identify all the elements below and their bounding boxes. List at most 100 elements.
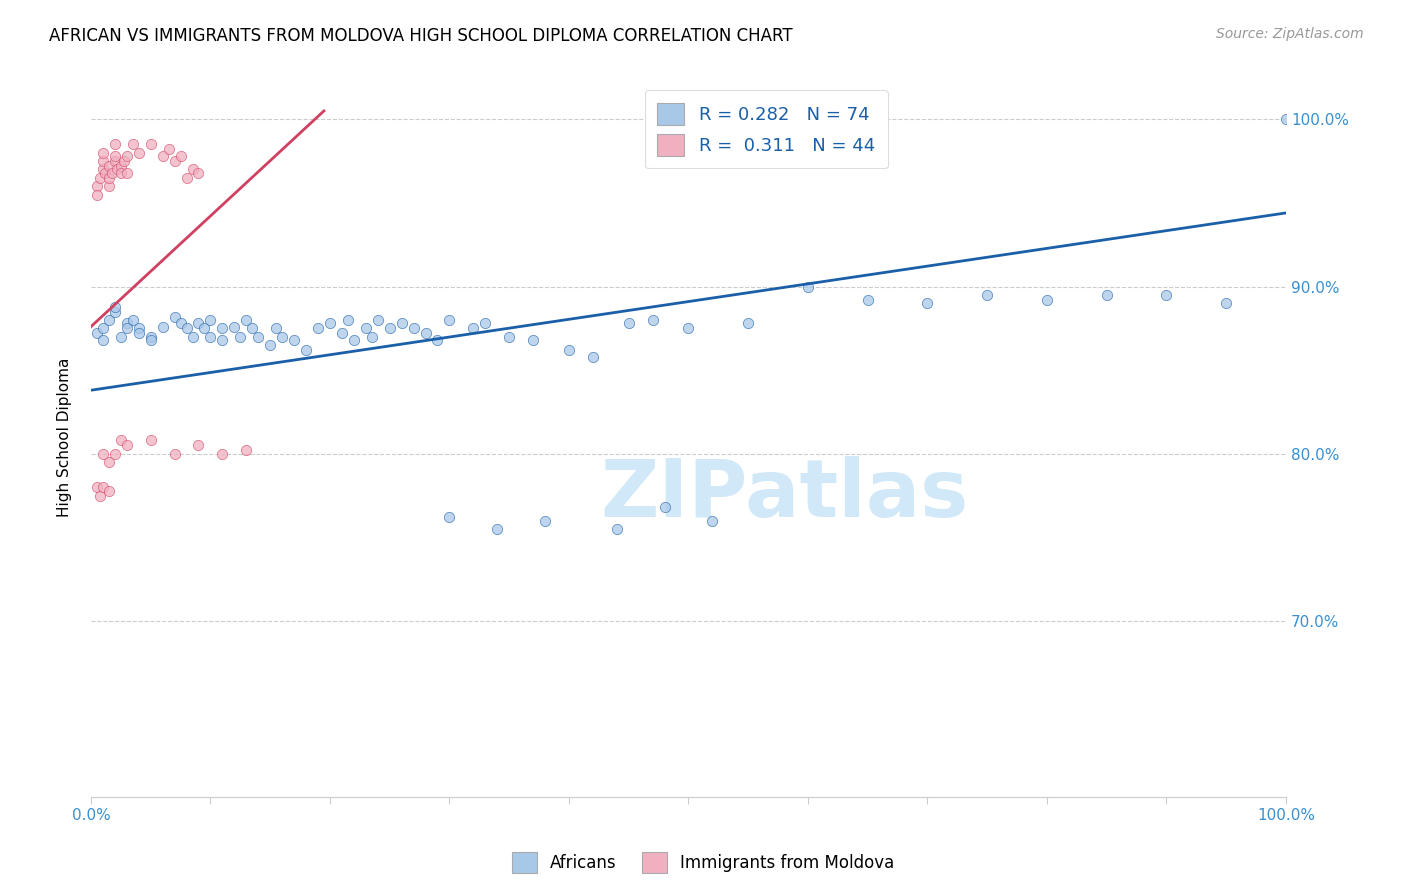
Point <box>360 329 382 343</box>
Point <box>378 321 401 335</box>
Point <box>110 166 132 180</box>
Point <box>152 149 174 163</box>
Point <box>110 329 132 343</box>
Point <box>917 296 939 310</box>
Point <box>193 321 215 335</box>
Point <box>91 480 114 494</box>
Point <box>163 154 186 169</box>
Point <box>94 166 117 180</box>
Point <box>91 333 114 347</box>
Point <box>91 154 114 169</box>
Point <box>97 483 120 498</box>
Point <box>89 489 111 503</box>
Point <box>97 313 120 327</box>
Point <box>264 321 287 335</box>
Point <box>474 316 496 330</box>
Point <box>163 310 186 324</box>
Point <box>139 137 162 152</box>
Point <box>367 313 389 327</box>
Point <box>115 438 138 452</box>
Point <box>110 434 132 448</box>
Point <box>582 350 605 364</box>
Point <box>86 480 108 494</box>
Point <box>128 145 150 160</box>
Point <box>121 313 143 327</box>
Point <box>1215 296 1237 310</box>
Point <box>163 447 186 461</box>
Point <box>176 170 198 185</box>
Point <box>1036 293 1059 307</box>
Point <box>169 316 191 330</box>
Point <box>200 329 222 343</box>
Point <box>115 321 138 335</box>
Point <box>176 321 198 335</box>
Point <box>97 159 120 173</box>
Point <box>86 179 108 194</box>
Point <box>104 154 127 169</box>
Point <box>97 179 120 194</box>
Point <box>463 321 485 335</box>
Point <box>128 321 150 335</box>
Point <box>181 162 204 177</box>
Point <box>104 300 127 314</box>
Point <box>391 316 413 330</box>
Point <box>97 455 120 469</box>
Point <box>415 326 437 341</box>
Point <box>439 510 461 524</box>
Point <box>498 329 520 343</box>
Point <box>104 137 127 152</box>
Point <box>354 321 377 335</box>
Point <box>295 343 318 357</box>
Point <box>678 321 700 335</box>
Point <box>86 187 108 202</box>
Point <box>211 447 233 461</box>
Point <box>402 321 425 335</box>
Point <box>307 321 329 335</box>
Point <box>139 329 162 343</box>
Point <box>641 313 664 327</box>
Point <box>606 522 628 536</box>
Point <box>439 313 461 327</box>
Point <box>187 438 209 452</box>
Legend: R = 0.282   N = 74, R =  0.311   N = 44: R = 0.282 N = 74, R = 0.311 N = 44 <box>644 90 887 169</box>
Point <box>91 447 114 461</box>
Point <box>110 159 132 173</box>
Point <box>104 304 127 318</box>
Point <box>240 321 263 335</box>
Point <box>105 162 128 177</box>
Point <box>97 170 120 185</box>
Point <box>115 166 138 180</box>
Point <box>200 313 222 327</box>
Point <box>224 319 246 334</box>
Point <box>139 434 162 448</box>
Point <box>271 329 294 343</box>
Point <box>617 316 640 330</box>
Point <box>336 313 359 327</box>
Point <box>235 443 257 458</box>
Point <box>169 149 191 163</box>
Point <box>211 333 233 347</box>
Point <box>181 329 204 343</box>
Y-axis label: High School Diploma: High School Diploma <box>58 358 72 516</box>
Point <box>856 293 879 307</box>
Point <box>187 316 209 330</box>
Point <box>259 338 281 352</box>
Point <box>91 145 114 160</box>
Point <box>187 166 209 180</box>
Point <box>139 333 162 347</box>
Point <box>101 166 124 180</box>
Point <box>702 514 724 528</box>
Point <box>426 333 449 347</box>
Point <box>522 333 544 347</box>
Point <box>330 326 353 341</box>
Point <box>91 162 114 177</box>
Point <box>797 279 820 293</box>
Point <box>112 154 135 169</box>
Text: Source: ZipAtlas.com: Source: ZipAtlas.com <box>1216 27 1364 41</box>
Point <box>558 343 581 357</box>
Point <box>104 447 127 461</box>
Point <box>319 316 342 330</box>
Point <box>211 321 233 335</box>
Point <box>121 137 143 152</box>
Point <box>152 319 174 334</box>
